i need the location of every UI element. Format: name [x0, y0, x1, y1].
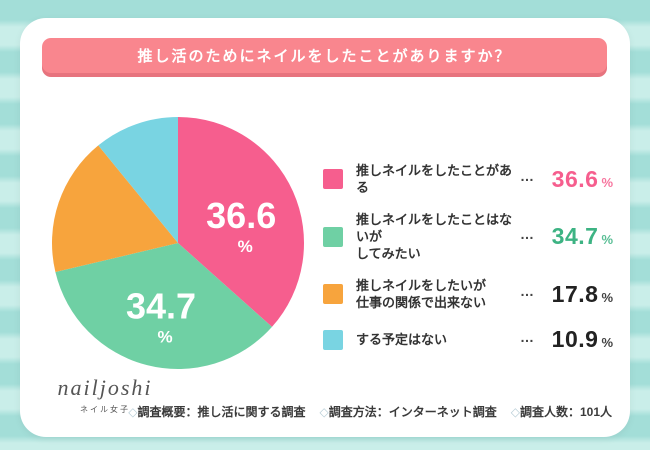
- legend-value: 36.6%: [551, 165, 613, 192]
- survey-card: 推し活のためにネイルをしたことがありますか？ 36.6% 34.7% 推しネイルを…: [20, 18, 630, 437]
- legend-dots: …: [520, 225, 534, 242]
- legend-item: する予定はない … 10.9%: [323, 326, 613, 353]
- pie-chart: 36.6%34.7%: [52, 117, 305, 370]
- pie-slice-value: 36.6: [206, 195, 276, 236]
- survey-notes: ◇調査概要：推し活に関する調査 ◇調査方法：インターネット調査 ◇調査人数：10…: [128, 403, 612, 420]
- legend-swatch: [323, 169, 343, 189]
- legend-value: 10.9%: [551, 326, 613, 352]
- legend-swatch: [323, 226, 343, 247]
- legend-item: 推しネイルをしたことはないが してみたい … 34.7%: [323, 211, 613, 262]
- chart-title: 推し活のためにネイルをしたことがありますか？: [137, 48, 512, 65]
- survey-note: ◇調査方法：インターネット調査: [319, 405, 497, 419]
- legend-label: 推しネイルをしたことがある: [356, 163, 513, 195]
- survey-note: ◇調査人数：101人: [510, 405, 612, 419]
- legend-dots: …: [520, 328, 534, 345]
- pie-slice-unit: %: [238, 237, 253, 256]
- legend-item: 推しネイルをしたいが 仕事の関係で出来ない … 17.8%: [323, 277, 613, 311]
- legend-dots: …: [520, 283, 534, 299]
- legend: 推しネイルをしたことがある … 36.6% 推しネイルをしたことはないが してみ…: [323, 162, 613, 353]
- diamond-icon: ◇: [510, 405, 520, 419]
- pie-slice-2: [52, 145, 178, 273]
- pie-slice-unit: %: [157, 328, 172, 347]
- legend-label: する予定はない: [356, 332, 448, 347]
- legend-label: 推しネイルをしたいが 仕事の関係で出来ない: [356, 278, 487, 310]
- diamond-icon: ◇: [128, 405, 138, 419]
- survey-note: ◇調査概要：推し活に関する調査: [128, 405, 306, 419]
- pie-slice-3: [98, 117, 178, 243]
- diamond-icon: ◇: [319, 405, 329, 419]
- pie-chart-container: 36.6% 34.7%: [48, 113, 308, 373]
- logo-text: nailjoshi: [57, 375, 153, 400]
- logo-subtext: ネイル女子: [80, 405, 130, 414]
- legend-swatch: [323, 329, 343, 350]
- title-banner: 推し活のためにネイルをしたことがありますか？: [42, 38, 607, 73]
- pie-slice-0: [178, 117, 305, 327]
- legend-value: 34.7%: [551, 223, 613, 249]
- pie-slice-1: [55, 243, 272, 370]
- pie-slice-value: 34.7: [126, 286, 196, 327]
- legend-item: 推しネイルをしたことがある … 36.6%: [323, 162, 613, 196]
- nailjoshi-logo: nailjoshi ネイル女子: [45, 375, 165, 415]
- legend-value: 17.8%: [551, 280, 613, 307]
- legend-swatch: [323, 284, 343, 304]
- legend-label: 推しネイルをしたことはないが してみたい: [356, 212, 513, 261]
- legend-dots: …: [520, 168, 534, 184]
